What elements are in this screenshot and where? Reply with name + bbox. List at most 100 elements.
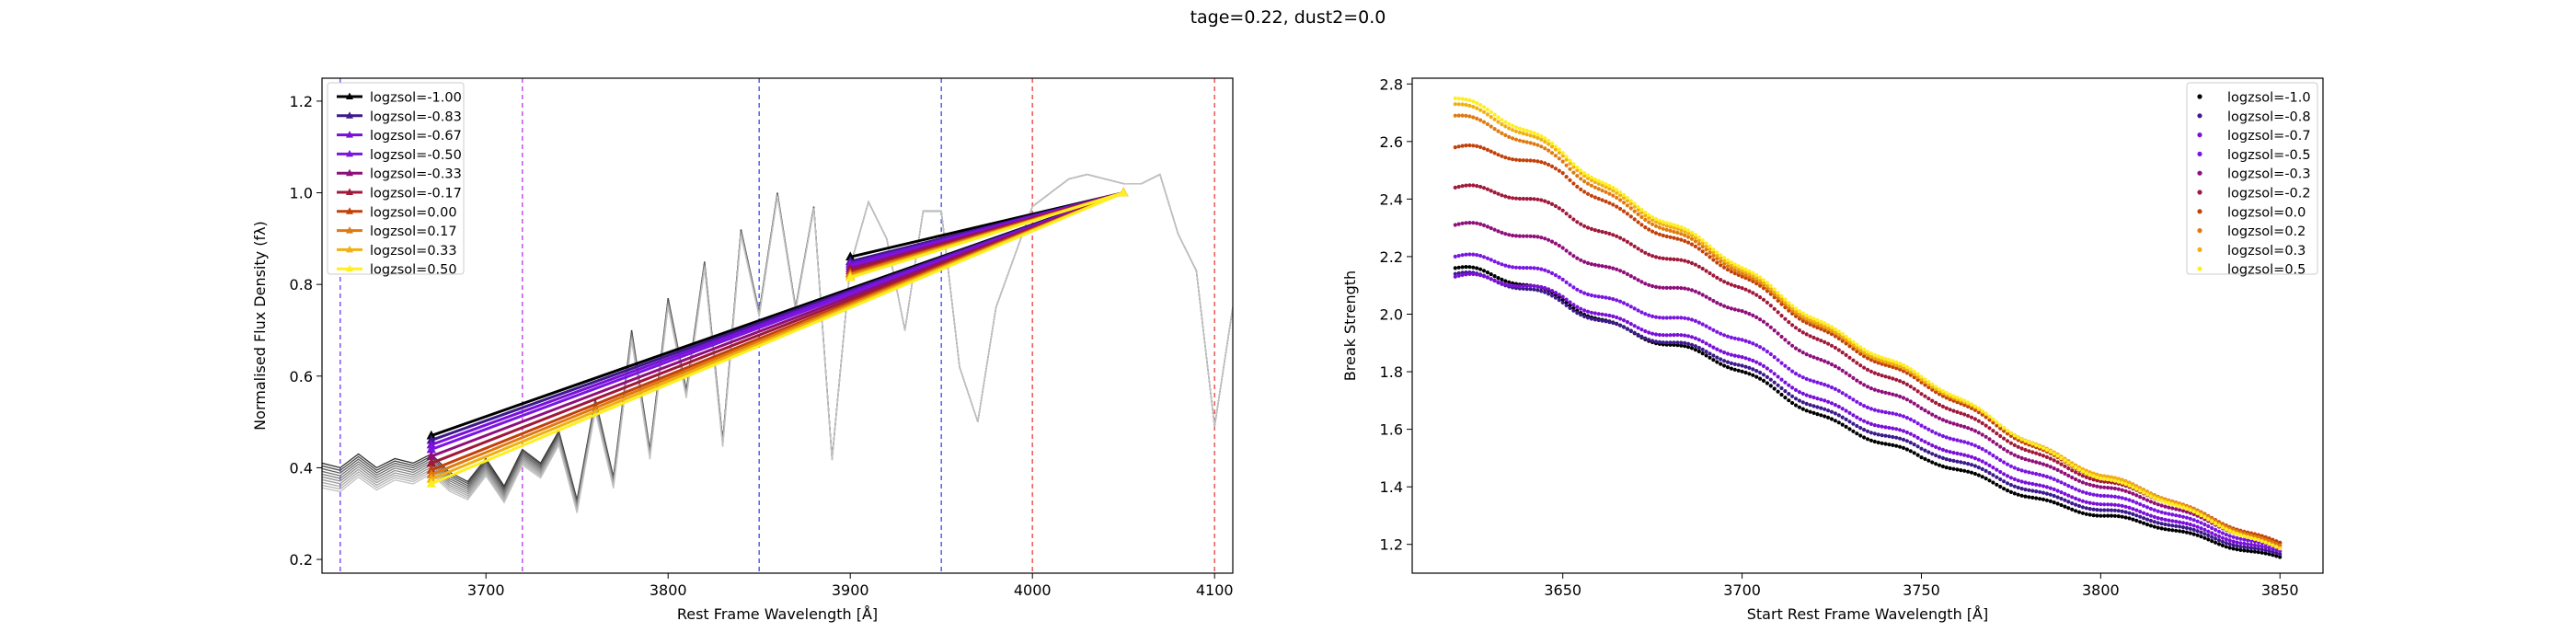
series-point <box>1704 341 1708 346</box>
series-point <box>1772 290 1777 294</box>
series-point <box>1919 392 1924 397</box>
series-point <box>1934 390 1938 395</box>
series-point <box>1930 429 1935 433</box>
series-point <box>1549 144 1555 149</box>
series-point <box>2131 517 2135 522</box>
series-point <box>2091 507 2096 512</box>
series-point <box>1819 358 1823 362</box>
series-point <box>2120 488 2124 492</box>
series-point <box>1948 392 1952 397</box>
series-point <box>1833 364 1837 369</box>
series-point <box>1715 260 1719 265</box>
series-point <box>1500 122 1504 127</box>
series-point <box>1700 241 1705 246</box>
series-point <box>1589 226 1593 231</box>
series-point <box>1621 201 1627 205</box>
series-point <box>2248 546 2254 550</box>
series-point <box>1668 228 1673 233</box>
series-point <box>2030 450 2035 454</box>
series-point <box>1815 337 1820 341</box>
series-point <box>1593 317 1597 322</box>
series-point <box>1535 143 1540 147</box>
series-point <box>1683 286 1687 291</box>
series-point <box>1915 453 1920 457</box>
series-point <box>1729 361 1733 365</box>
series-point <box>1787 304 1791 308</box>
series-point <box>1668 316 1673 320</box>
series-point <box>1481 105 1487 109</box>
series-point <box>2224 545 2228 549</box>
series-point <box>1604 185 1608 190</box>
series-point <box>2159 516 2164 522</box>
series-point <box>1883 433 1888 438</box>
series-point <box>1711 358 1716 362</box>
series-point <box>1696 236 1701 240</box>
series-point <box>1535 197 1540 201</box>
series-point <box>1972 429 1977 433</box>
series-point <box>1836 420 1841 425</box>
series-point <box>1855 415 1859 420</box>
series-point <box>1711 298 1716 304</box>
series-point <box>1951 408 1956 413</box>
series-point <box>1535 266 1540 270</box>
series-point <box>1632 324 1637 328</box>
series-point <box>1625 319 1629 325</box>
series-point <box>2184 530 2189 535</box>
series-point <box>2242 537 2247 542</box>
series-point <box>1980 408 1984 413</box>
series-point <box>1887 434 1892 439</box>
series-point <box>1496 115 1501 120</box>
series-marker <box>426 478 436 488</box>
series-point <box>2256 544 2260 548</box>
series-point <box>2052 500 2056 505</box>
legend-marker <box>2197 151 2202 156</box>
series-point <box>2178 520 2182 524</box>
series-point <box>2248 549 2254 554</box>
series-point <box>1840 331 1845 337</box>
series-point <box>1557 150 1561 155</box>
series-point <box>2152 496 2156 500</box>
series-point <box>1955 409 1960 414</box>
series-point <box>2095 478 2099 483</box>
series-point <box>1858 380 1863 385</box>
series-point <box>1976 431 1981 435</box>
series-point <box>1618 198 1623 202</box>
series-point <box>1582 259 1587 264</box>
series-point <box>1647 215 1651 220</box>
series-point <box>1560 277 1565 282</box>
series-point <box>1625 199 1629 203</box>
series-point <box>1485 275 1489 280</box>
series-point <box>2210 525 2214 531</box>
series-point <box>2095 508 2099 512</box>
series-point <box>1683 333 1687 338</box>
series-point <box>2055 501 2060 506</box>
series-point <box>1628 199 1633 203</box>
series-point <box>1661 226 1665 231</box>
x-tick-label: 3650 <box>1544 581 1581 599</box>
series-point <box>2163 504 2168 509</box>
series-point <box>2095 475 2099 480</box>
series-point <box>2027 488 2031 492</box>
series-point <box>1934 453 1938 458</box>
series-point <box>1725 365 1731 370</box>
series-point <box>1790 343 1795 348</box>
series-point <box>1851 413 1856 418</box>
series-point <box>2074 509 2078 513</box>
series-point <box>1926 382 1931 386</box>
series-point <box>1571 308 1576 313</box>
series-point <box>1815 397 1820 401</box>
series-point <box>1481 223 1487 227</box>
series-point <box>2106 494 2110 499</box>
series-point <box>2210 519 2214 523</box>
series-point <box>1507 264 1512 269</box>
series-point <box>1912 375 1916 380</box>
series-point <box>1787 366 1791 371</box>
series-point <box>1966 469 1971 474</box>
series-point <box>1715 355 1719 360</box>
plot-area <box>322 78 1233 573</box>
series-point <box>1549 289 1555 293</box>
series-point <box>1732 307 1737 312</box>
series-point <box>1923 456 1927 461</box>
series-point <box>2055 467 2060 472</box>
series-point <box>1500 262 1504 267</box>
